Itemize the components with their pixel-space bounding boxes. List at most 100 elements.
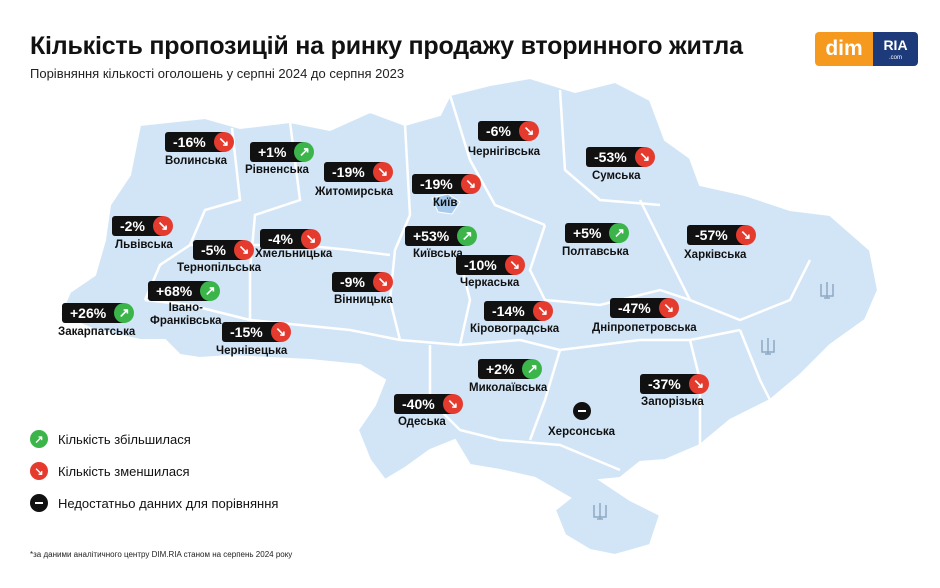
logo-ria-text: RIA <box>883 36 908 53</box>
region-change: -9% <box>340 274 365 290</box>
footnote: *за даними аналітичного центру DIM.RIA с… <box>30 550 293 559</box>
legend-increase-label: Кількість збільшилася <box>58 431 191 447</box>
arrow-down-icon: ↘ <box>372 162 393 182</box>
badge-chernihivska: -6% ↘ <box>478 121 539 141</box>
badge-zakarpatska: +26% ↗ <box>62 303 135 323</box>
badge-lvivska: -2% ↘ <box>112 216 173 236</box>
legend-increase: ↗ Кількість збільшилася <box>30 430 191 448</box>
trident-icon <box>593 503 607 520</box>
badge-zhytomyrska: -19% ↘ <box>324 162 393 182</box>
region-label-sumska: Сумська <box>592 170 641 182</box>
region-change: +5% <box>573 225 602 241</box>
badge-ternopilska: -5% ↘ <box>193 240 254 260</box>
arrow-up-icon: ↗ <box>609 223 630 243</box>
arrow-down-icon: ↘ <box>504 255 525 275</box>
region-label-ivanofrankivska: Івано- Франківська <box>150 302 222 327</box>
region-label-odeska: Одеська <box>398 416 446 428</box>
badge-cherkaska: -10% ↘ <box>456 255 525 275</box>
arrow-up-icon: ↗ <box>114 303 135 323</box>
arrow-up-icon: ↗ <box>30 430 48 448</box>
legend-nodata-label: Недостатньо данних для порівняння <box>58 495 279 511</box>
region-label-kirovohradska: Кіровоградська <box>470 323 560 335</box>
badge-rivnenska: +1% ↗ <box>250 142 315 162</box>
badge-sumska: -53% ↘ <box>586 147 655 167</box>
arrow-down-icon: ↘ <box>688 374 709 394</box>
arrow-up-icon: ↗ <box>522 359 543 379</box>
region-borders <box>143 89 812 472</box>
region-change: -37% <box>648 376 681 392</box>
no-data-icon <box>30 494 48 512</box>
arrow-down-icon: ↘ <box>518 121 539 141</box>
region-change: -57% <box>695 227 728 243</box>
region-change: -15% <box>230 324 263 340</box>
arrow-down-icon: ↘ <box>658 298 679 318</box>
region-label-cherkaska: Черкаська <box>460 277 520 289</box>
region-label-rivnenska: Рівненська <box>245 164 309 176</box>
arrow-down-icon: ↘ <box>300 229 321 249</box>
page-title: Кількість пропозицій на ринку продажу вт… <box>30 32 743 60</box>
region-label-lvivska: Львівська <box>115 239 173 251</box>
arrow-down-icon: ↘ <box>532 301 553 321</box>
region-change: -6% <box>486 123 511 139</box>
region-label-volynska: Волинська <box>165 155 227 167</box>
region-label-poltavska: Полтавська <box>562 246 629 258</box>
region-change: -53% <box>594 149 627 165</box>
badge-odeska: -40% ↘ <box>394 394 463 414</box>
arrow-up-icon: ↗ <box>457 226 478 246</box>
badge-ivanofrankivska: +68% ↗ <box>148 281 221 301</box>
trident-icon <box>761 338 775 355</box>
trident-watermarks <box>593 282 834 520</box>
logo-ria-domain: .com <box>888 54 902 61</box>
region-change: -4% <box>268 231 293 247</box>
legend-nodata: Недостатньо данних для порівняння <box>30 494 278 512</box>
badge-kharkivska: -57% ↘ <box>687 225 756 245</box>
region-label-ternopilska: Тернопільська <box>177 262 261 274</box>
badge-mykolaivska: +2% ↗ <box>478 359 543 379</box>
badge-kyiv: -19% ↘ <box>412 174 481 194</box>
region-change: -47% <box>618 300 651 316</box>
arrow-down-icon: ↘ <box>735 225 756 245</box>
region-label-dnipropetrovska: Дніпропетровська <box>592 322 697 334</box>
badge-vinnytska: -9% ↘ <box>332 272 393 292</box>
region-label-zhytomyrska: Житомирська <box>315 186 394 198</box>
badge-kirovohradska: -14% ↘ <box>484 301 553 321</box>
badge-dnipropetrovska: -47% ↘ <box>610 298 679 318</box>
arrow-down-icon: ↘ <box>372 272 393 292</box>
region-change: -2% <box>120 218 145 234</box>
region-label-zaporizka: Запорізька <box>641 396 704 408</box>
region-label-chernivetska: Чернівецька <box>216 345 288 357</box>
badge-volynska: -16% ↘ <box>165 132 234 152</box>
region-label-vinnytska: Вінницька <box>334 294 393 306</box>
badge-poltavska: +5% ↗ <box>565 223 630 243</box>
arrow-down-icon: ↘ <box>270 322 291 342</box>
region-change: +53% <box>413 228 450 244</box>
region-change: +2% <box>486 361 515 377</box>
region-label-mykolaivska: Миколаївська <box>469 382 548 394</box>
arrow-down-icon: ↘ <box>152 216 173 236</box>
badge-chernivetska: -15% ↘ <box>222 322 291 342</box>
arrow-down-icon: ↘ <box>30 462 48 480</box>
arrow-up-icon: ↗ <box>294 142 315 162</box>
region-change: -14% <box>492 303 525 319</box>
badge-kyivska: +53% ↗ <box>405 226 478 246</box>
region-label-kharkivska: Харківська <box>684 249 747 261</box>
kyiv-city-shape <box>431 193 461 215</box>
badge-khmelnytska: -4% ↘ <box>260 229 321 249</box>
region-change: -19% <box>332 164 365 180</box>
arrow-down-icon: ↘ <box>233 240 254 260</box>
region-label-khersonska: Херсонська <box>548 426 616 438</box>
dim-ria-logo: dim RIA .com <box>815 32 918 66</box>
arrow-up-icon: ↗ <box>200 281 221 301</box>
legend-decrease-label: Кількість зменшилася <box>58 463 190 479</box>
region-label-chernihivska: Чернігівська <box>468 146 541 158</box>
region-change: -40% <box>402 396 435 412</box>
arrow-down-icon: ↘ <box>460 174 481 194</box>
ukraine-map-outline <box>58 76 880 557</box>
trident-icon <box>820 282 834 299</box>
region-change: +1% <box>258 144 287 160</box>
arrow-down-icon: ↘ <box>634 147 655 167</box>
page-subtitle: Порівняння кількості оголошень у серпні … <box>30 66 405 81</box>
region-change: -10% <box>464 257 497 273</box>
region-label-kyivska: Київська <box>413 248 463 260</box>
